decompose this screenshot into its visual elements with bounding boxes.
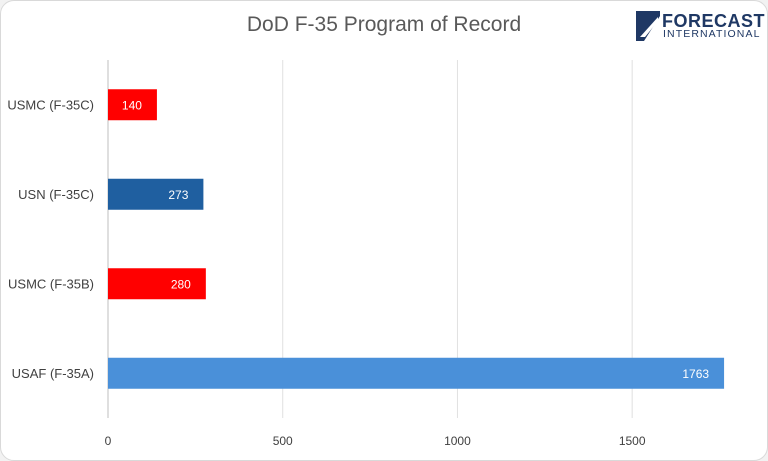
- chart-title: DoD F-35 Program of Record: [246, 13, 522, 36]
- x-tick-label: 1500: [619, 434, 646, 448]
- bar-2: [108, 268, 206, 300]
- forecast-international-logo: FORECAST INTERNATIONAL: [636, 11, 765, 41]
- category-label: USMC (F-35B): [8, 276, 94, 291]
- logo-line2: INTERNATIONAL: [663, 28, 761, 40]
- bar-3: [108, 357, 725, 389]
- x-tick-label: 500: [273, 434, 293, 448]
- category-labels: USMC (F-35C) USN (F-35C) USMC (F-35B) USAF …: [7, 97, 94, 381]
- data-label: 280: [171, 277, 191, 291]
- x-tick-labels: 0 500 1000 1500: [105, 434, 646, 448]
- x-tick-label: 0: [105, 434, 112, 448]
- bar-0: [108, 89, 157, 121]
- category-label: USN (F-35C): [18, 187, 94, 202]
- category-label: USMC (F-35C): [7, 97, 94, 112]
- logo-line1: FORECAST: [662, 11, 765, 31]
- category-label: USAF (F-35A): [12, 366, 94, 381]
- bars: 140 273 280 1763: [108, 89, 725, 389]
- x-tick-label: 1000: [444, 434, 471, 448]
- data-label: 273: [168, 188, 188, 202]
- data-label: 140: [122, 98, 142, 112]
- data-label: 1763: [682, 367, 709, 381]
- bar-1: [108, 178, 204, 210]
- logo-mark-icon: [636, 11, 660, 41]
